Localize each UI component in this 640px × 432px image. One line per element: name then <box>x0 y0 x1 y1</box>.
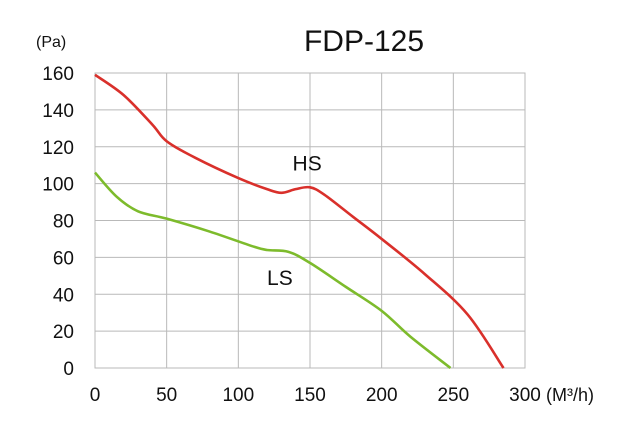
y-tick-label: 100 <box>42 175 74 196</box>
series-lines <box>94 73 505 370</box>
x-axis-label: (M³/h) <box>546 385 594 405</box>
x-tick-label: 100 <box>222 385 254 406</box>
series-annotation-ls: LS <box>267 267 293 290</box>
x-tick-label: 250 <box>437 385 469 406</box>
y-tick-label: 160 <box>42 64 74 85</box>
chart-title: FDP-125 <box>304 25 424 58</box>
x-tick-label: 150 <box>294 385 326 406</box>
grid <box>94 72 526 369</box>
x-tick-label: 200 <box>366 385 398 406</box>
y-axis-label: (Pa) <box>36 34 66 51</box>
annotations: HS LS <box>267 153 322 290</box>
plot-frame <box>94 72 526 369</box>
series-annotation-hs: HS <box>293 153 322 176</box>
y-tick-label: 60 <box>53 248 74 269</box>
series-line-hs <box>94 73 505 369</box>
series-line-ls <box>94 171 452 370</box>
y-tick-label: 20 <box>53 322 74 343</box>
y-tick-label: 120 <box>42 138 74 159</box>
x-tick-label: 0 <box>90 385 101 406</box>
axis-ticks: 0 20 40 60 80 100 120 140 160 0 50 100 150 200 250 300 <box>42 64 541 406</box>
y-tick-label: 80 <box>53 212 74 233</box>
x-tick-label: 50 <box>156 385 177 406</box>
x-tick-label: 300 <box>509 385 541 406</box>
y-tick-label: 40 <box>53 285 74 306</box>
y-tick-label: 0 <box>63 359 74 380</box>
y-tick-label: 140 <box>42 101 74 122</box>
